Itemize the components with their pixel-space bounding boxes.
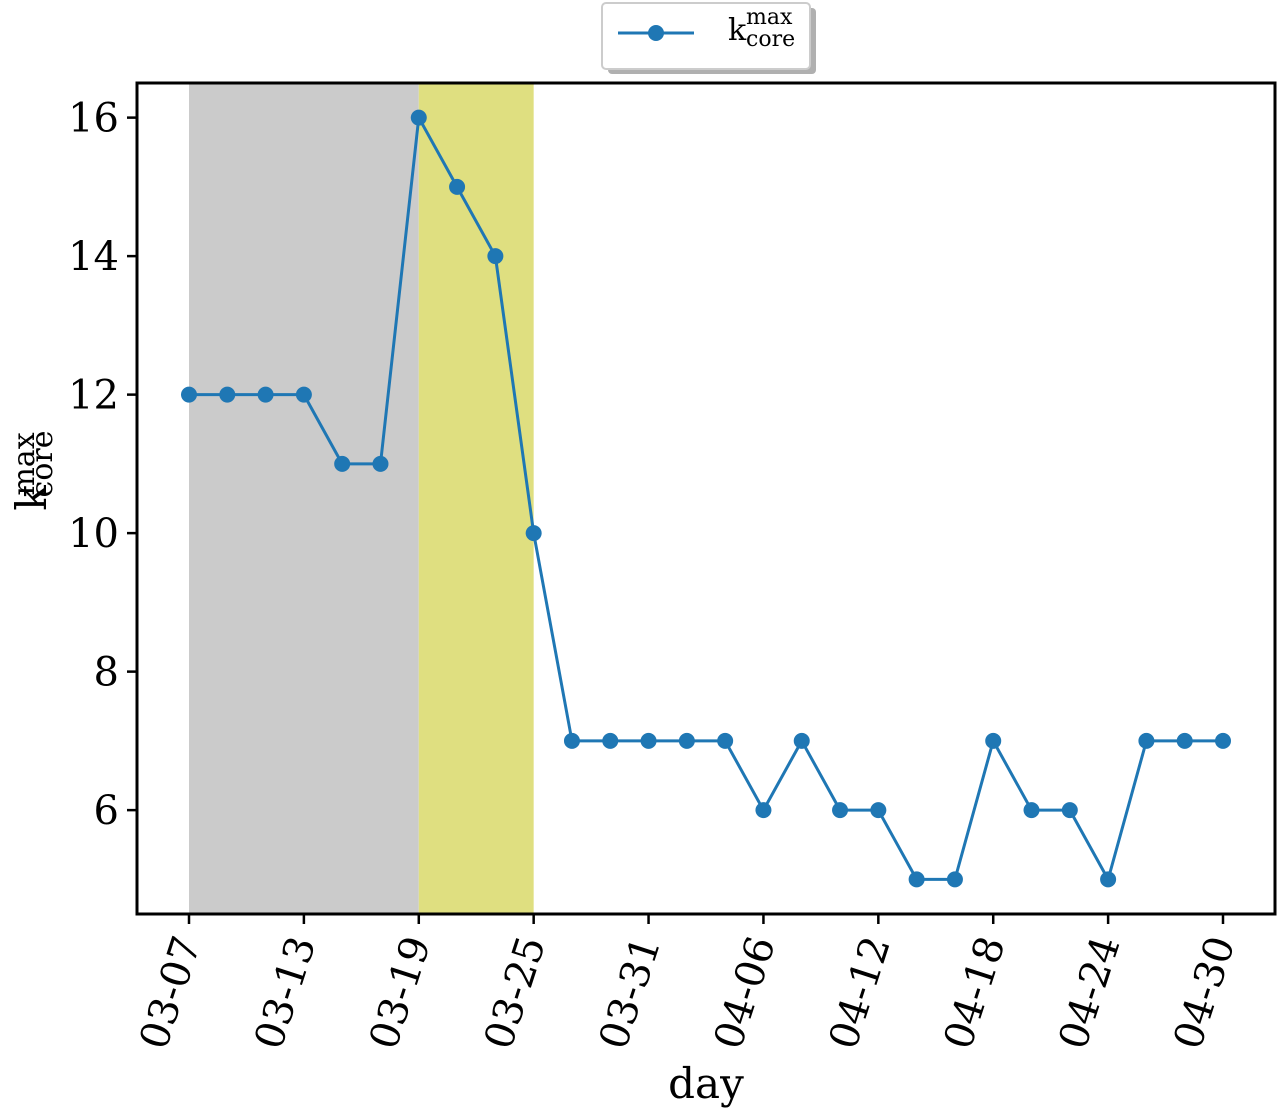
legend-entry-sub: core — [746, 27, 795, 52]
data-point — [946, 871, 963, 888]
y-axis-label-sub: core — [25, 431, 60, 498]
svg-text:k: k — [7, 485, 56, 511]
data-point — [1215, 732, 1231, 749]
data-point — [1100, 871, 1117, 888]
data-point — [1023, 802, 1040, 819]
y-axis-label-sup: max — [7, 432, 42, 495]
y-axis-label-base: k — [7, 485, 56, 511]
y-tick-label: 6 — [94, 788, 119, 834]
y-tick-label: 14 — [68, 234, 119, 280]
legend-entry-base: k — [728, 13, 747, 48]
shaded-region-2 — [418, 83, 534, 914]
x-tick-label: 04-18 — [935, 931, 1014, 1055]
series-line-layer — [189, 116, 1223, 881]
legend: k max core — [601, 2, 816, 74]
x-axis-ticks: 03-07 03-13 03-19 03-25 03-31 04-06 04-12 04-18… — [131, 914, 1245, 1055]
data-point — [257, 386, 274, 403]
x-tick-label: 04-12 — [820, 931, 899, 1055]
x-tick-label: 03-31 — [591, 931, 670, 1055]
y-axis-ticks: 6 8 10 12 14 16 — [68, 96, 137, 834]
y-tick-label: 12 — [68, 373, 119, 419]
data-point — [410, 109, 427, 126]
x-tick-label: 04-06 — [706, 931, 785, 1055]
plot-frame — [135, 81, 1277, 916]
data-point — [487, 248, 504, 265]
series-markers — [181, 109, 1231, 888]
y-axis-label: k max core — [7, 431, 60, 511]
x-tick-label: 04-30 — [1165, 931, 1244, 1055]
data-point — [181, 386, 197, 403]
legend-entry-sup: max — [746, 5, 793, 30]
x-tick-label: 03-07 — [131, 931, 210, 1055]
data-point — [295, 386, 312, 403]
y-tick-label: 10 — [68, 511, 119, 557]
data-point — [334, 455, 351, 472]
series-line — [189, 116, 1223, 881]
data-point — [793, 732, 810, 749]
data-point — [372, 455, 389, 472]
data-point — [985, 732, 1002, 749]
data-point — [1176, 732, 1193, 749]
data-point — [908, 871, 925, 888]
x-tick-label: 03-19 — [361, 931, 440, 1055]
shaded-region-1 — [189, 83, 419, 914]
data-point — [755, 802, 772, 819]
x-tick-label: 03-25 — [476, 931, 555, 1055]
y-tick-label: 8 — [94, 650, 119, 696]
data-point — [525, 525, 542, 542]
data-point — [602, 732, 619, 749]
x-tick-label: 03-13 — [246, 931, 325, 1055]
data-point — [832, 802, 849, 819]
x-axis-label: day — [668, 1059, 744, 1108]
data-point — [717, 732, 734, 749]
data-point — [449, 178, 466, 195]
shaded-regions — [189, 83, 534, 914]
data-point — [1061, 802, 1078, 819]
legend-marker-sample — [648, 25, 664, 41]
data-point — [219, 386, 236, 403]
y-tick-label: 16 — [68, 96, 119, 142]
data-point — [678, 732, 695, 749]
data-point — [870, 802, 887, 819]
data-point — [640, 732, 657, 749]
x-tick-label: 04-24 — [1050, 931, 1129, 1055]
data-point — [1138, 732, 1155, 749]
data-point — [563, 732, 580, 749]
